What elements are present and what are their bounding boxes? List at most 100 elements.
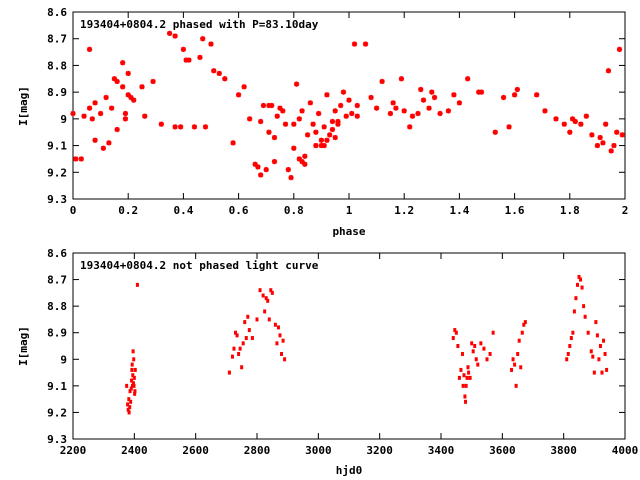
data-point <box>456 100 462 106</box>
data-point <box>202 124 209 130</box>
phased-x-tick-label: 1.6 <box>505 204 525 217</box>
data-point <box>542 108 548 114</box>
data-point <box>299 159 305 165</box>
phased-y-tick-label: 9.2 <box>47 166 67 179</box>
data-point <box>600 140 606 146</box>
data-point <box>128 94 134 101</box>
data-point <box>608 148 614 154</box>
data-point <box>310 121 316 127</box>
data-point <box>258 288 262 293</box>
data-point <box>280 351 284 356</box>
data-point <box>476 362 480 367</box>
data-point <box>125 383 129 388</box>
data-point <box>324 137 330 143</box>
data-point <box>510 367 514 372</box>
data-point <box>321 142 327 149</box>
data-point <box>457 375 461 380</box>
data-point <box>595 333 599 338</box>
data-point <box>614 129 620 135</box>
data-point <box>409 113 416 119</box>
data-point <box>230 140 236 146</box>
data-point <box>236 92 242 98</box>
data-point <box>299 108 305 114</box>
data-point <box>237 351 241 356</box>
unphased-y-tick-label: 9.2 <box>47 406 67 419</box>
phased-y-tick-label: 8.7 <box>47 33 67 46</box>
phased-x-tick-label: 0.6 <box>229 204 249 217</box>
data-point <box>453 328 457 333</box>
unphased-plot-frame <box>72 252 626 440</box>
phased-x-tick-label: 1.8 <box>560 204 580 217</box>
data-point <box>343 113 349 119</box>
data-point <box>100 145 106 151</box>
data-point <box>491 330 495 335</box>
unphased-chart-title: 193404+0804.2 not phased light curve <box>80 259 319 272</box>
data-point <box>260 102 267 109</box>
data-point <box>211 68 217 74</box>
data-point <box>263 167 269 173</box>
data-point <box>129 399 133 404</box>
data-point <box>241 341 245 346</box>
phased-x-tick-label: 0.4 <box>173 204 193 217</box>
phased-x-tick-label: 1 <box>346 204 353 217</box>
data-point <box>258 172 264 178</box>
data-point <box>261 293 265 298</box>
unphased-y-tick-label: 8.7 <box>47 274 67 287</box>
data-point <box>470 341 474 346</box>
data-point <box>133 391 137 396</box>
data-point <box>467 370 471 375</box>
data-point <box>464 383 468 388</box>
data-point <box>482 346 486 351</box>
data-point <box>243 320 247 325</box>
data-point <box>605 68 612 74</box>
data-point <box>267 317 271 322</box>
data-point <box>519 365 523 370</box>
data-point <box>451 92 457 98</box>
data-point <box>131 381 135 386</box>
data-point <box>129 386 133 391</box>
data-point <box>431 94 438 101</box>
data-point <box>324 92 330 98</box>
unphased-x-tick-label: 4000 <box>612 444 639 457</box>
data-point <box>131 349 135 354</box>
data-point <box>616 46 623 52</box>
data-point <box>603 121 609 127</box>
data-point <box>305 132 311 138</box>
data-point <box>511 357 515 362</box>
data-point <box>283 357 287 362</box>
data-point <box>589 132 595 138</box>
unphased-y-tick-label: 9.1 <box>47 380 67 393</box>
data-point <box>602 338 606 343</box>
unphased-x-tick-label: 2200 <box>60 444 87 457</box>
data-point <box>506 124 512 130</box>
data-point <box>474 357 478 362</box>
data-point <box>335 118 341 125</box>
data-point <box>478 89 485 95</box>
data-point <box>445 108 451 114</box>
data-point <box>142 113 148 119</box>
data-point <box>264 296 268 301</box>
data-point <box>572 118 578 125</box>
data-point <box>387 110 393 117</box>
data-point <box>500 94 507 101</box>
data-point <box>280 108 286 114</box>
phased-x-axis-label: phase <box>332 225 365 238</box>
data-point <box>302 153 308 159</box>
data-point <box>132 357 136 362</box>
unphased-y-axis-label: I[mag] <box>17 326 30 366</box>
data-point <box>240 365 244 370</box>
data-point <box>318 142 324 149</box>
data-point <box>566 351 570 356</box>
data-point <box>578 121 584 127</box>
data-point <box>465 76 471 82</box>
data-point <box>255 164 261 170</box>
phased-y-tick-label: 8.8 <box>47 59 67 72</box>
data-point <box>407 124 413 130</box>
data-point <box>125 92 131 98</box>
data-point <box>302 161 308 167</box>
phased-x-tick-label: 0.2 <box>118 204 138 217</box>
data-point <box>313 142 319 149</box>
data-point <box>111 76 117 82</box>
data-point <box>180 46 186 52</box>
data-point <box>476 89 482 95</box>
